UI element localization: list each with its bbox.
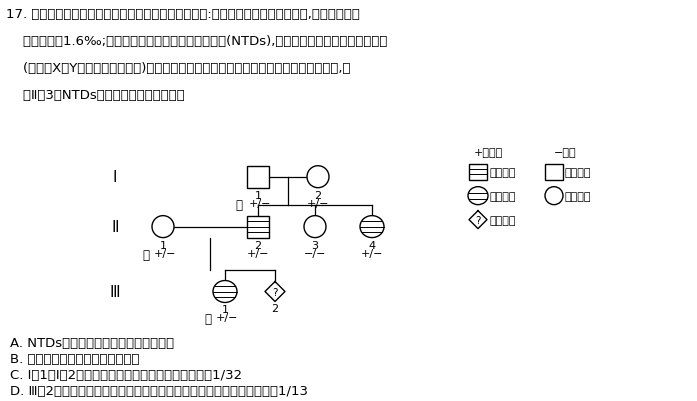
Bar: [247, 166, 269, 188]
Text: Ⅱ: Ⅱ: [112, 220, 118, 235]
Text: D. Ⅲ－2与人群中某正常异性婚配生育一个上述先天性耳聋儿子的概率是1/13: D. Ⅲ－2与人群中某正常异性婚配生育一个上述先天性耳聋儿子的概率是1/13: [10, 385, 308, 397]
Circle shape: [304, 216, 326, 238]
Circle shape: [545, 187, 563, 205]
Text: +未突变: +未突变: [473, 148, 503, 157]
Text: Ⅰ: Ⅰ: [113, 170, 117, 185]
Text: 正常女性: 正常女性: [565, 191, 592, 201]
Circle shape: [307, 166, 329, 188]
Text: 1: 1: [254, 190, 261, 200]
Ellipse shape: [468, 187, 488, 205]
Text: +/−: +/−: [154, 248, 176, 258]
Text: (不考虑X、Y染色体的同源区段)。某家系患先天性耳聋情况及乙基因检测结果如图所示,其: (不考虑X、Y染色体的同源区段)。某家系患先天性耳聋情况及乙基因检测结果如图所示…: [6, 62, 351, 75]
Text: ?: ?: [475, 215, 481, 225]
Text: 乙: 乙: [235, 198, 242, 211]
Bar: [469, 164, 487, 180]
Text: 发病率约为1.6‰;乙基因突变可导致胎儿神经管缺陷(NTDs),甲、乙基因位于非同源染色体上: 发病率约为1.6‰;乙基因突变可导致胎儿神经管缺陷(NTDs),甲、乙基因位于非…: [6, 35, 388, 48]
Text: ?: ?: [273, 287, 277, 297]
Text: 2: 2: [254, 240, 261, 250]
Text: Ⅲ: Ⅲ: [109, 284, 121, 299]
Bar: [247, 216, 269, 238]
Circle shape: [152, 216, 174, 238]
Text: 3: 3: [312, 240, 319, 250]
Text: −/−: −/−: [304, 248, 326, 258]
Text: +/−: +/−: [249, 198, 271, 208]
Text: 性别未知: 性别未知: [490, 215, 516, 225]
Text: 乙: 乙: [142, 248, 149, 261]
Text: +/−: +/−: [247, 248, 269, 258]
Text: 2: 2: [314, 190, 321, 200]
Text: 乙: 乙: [204, 313, 211, 326]
Text: 17. 研究人员发现某家系中的甲、乙两个基因存在突变:甲基因突变可致先天性耳聋,其在人群中的: 17. 研究人员发现某家系中的甲、乙两个基因存在突变:甲基因突变可致先天性耳聋,…: [6, 8, 360, 21]
Ellipse shape: [360, 216, 384, 238]
Text: 中Ⅱ－3患NTDs。下列有关分析正确的是: 中Ⅱ－3患NTDs。下列有关分析正确的是: [6, 89, 185, 101]
Bar: [545, 164, 563, 180]
Text: −突变: −突变: [553, 148, 576, 157]
Text: 正常男性: 正常男性: [565, 167, 592, 177]
Text: B. 甲基因发生的突变属于隐性突变: B. 甲基因发生的突变属于隐性突变: [10, 352, 139, 365]
Text: C. Ⅰ－1和Ⅰ－2生育一个上述两病均患的女儿的概率是1/32: C. Ⅰ－1和Ⅰ－2生育一个上述两病均患的女儿的概率是1/32: [10, 369, 242, 381]
Text: 4: 4: [369, 240, 376, 250]
Text: 2: 2: [271, 304, 279, 314]
Text: +/−: +/−: [307, 198, 329, 208]
Text: 男性耳聋: 男性耳聋: [490, 167, 516, 177]
Ellipse shape: [213, 281, 237, 303]
Text: 1: 1: [160, 240, 167, 250]
Text: A. NTDs的遗传方式是常染色体隐性遗传: A. NTDs的遗传方式是常染色体隐性遗传: [10, 336, 174, 350]
Text: 女性耳聋: 女性耳聋: [490, 191, 516, 201]
Text: 1: 1: [222, 305, 229, 315]
Text: +/−: +/−: [216, 313, 238, 323]
Text: +/−: +/−: [361, 248, 383, 258]
